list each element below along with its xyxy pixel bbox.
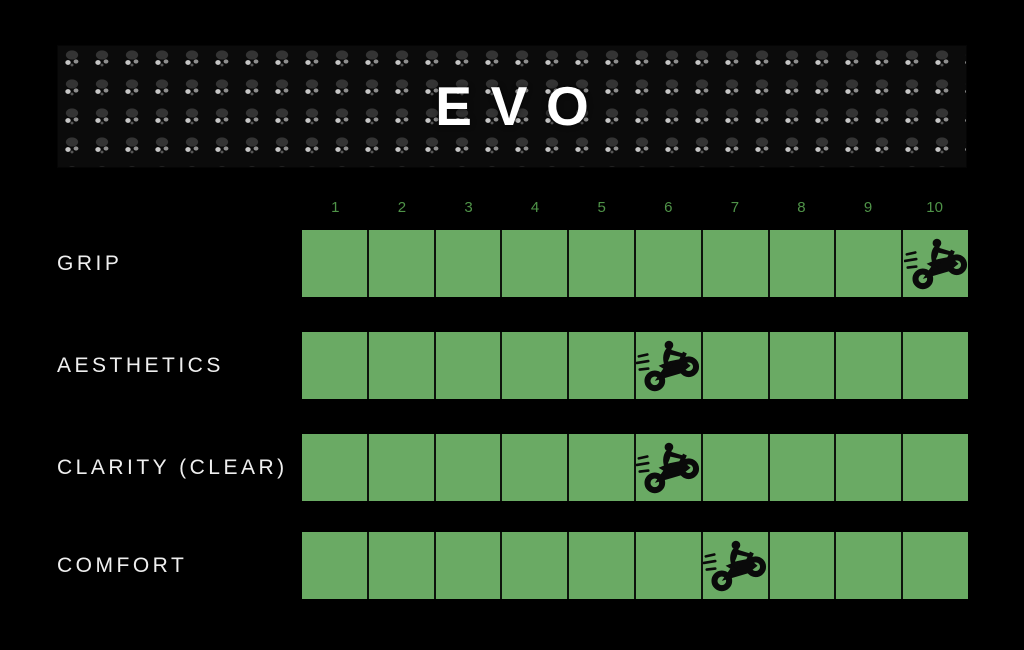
rating-cell: [769, 332, 837, 399]
rating-cell: [368, 532, 436, 599]
category-label: COMFORT: [57, 553, 188, 577]
header-banner: EVO: [57, 45, 967, 168]
rating-cell: [635, 332, 703, 399]
scale-tick: 3: [464, 199, 473, 216]
category-label: AESTHETICS: [57, 353, 224, 377]
rating-bar: [302, 332, 968, 399]
rating-bar: [302, 532, 968, 599]
scale-tick: 7: [730, 199, 740, 216]
rating-cell: [769, 532, 837, 599]
motocross-bike-icon: [636, 442, 700, 493]
rating-cell: [903, 332, 968, 399]
scale-tick: 10: [926, 199, 943, 216]
scale-tick: 5: [597, 199, 606, 216]
rating-cell: [502, 332, 570, 399]
rating-bar: [302, 230, 968, 297]
rating-cell: [769, 230, 837, 297]
rating-cell: [302, 434, 369, 501]
rating-cell: [836, 230, 904, 297]
rating-row: AESTHETICS: [0, 332, 1024, 399]
rating-cell: [569, 230, 636, 297]
rating-cell: [569, 332, 636, 399]
scale-tick: 4: [530, 199, 540, 216]
rating-cell: [569, 434, 636, 501]
rating-cell: [435, 532, 503, 599]
rating-cell: [903, 230, 968, 297]
rating-cell: [702, 332, 770, 399]
rating-cell: [435, 332, 503, 399]
rating-cell: [502, 230, 570, 297]
rating-cell: [702, 434, 770, 501]
rating-cell: [635, 230, 703, 297]
rating-cell: [635, 434, 703, 501]
rating-cell: [435, 434, 503, 501]
rating-cell: [836, 434, 904, 501]
rating-cell: [502, 532, 570, 599]
page-title: EVO: [435, 75, 608, 137]
rating-cell: [569, 532, 636, 599]
rating-cell: [702, 230, 770, 297]
scale-ticks: 1 2 3 4 5 6 7 8 9 10: [302, 196, 968, 220]
scale-tick: 1: [331, 199, 340, 216]
scale-tick: 8: [797, 199, 806, 216]
rating-cell: [836, 532, 904, 599]
category-label: CLARITY (CLEAR): [57, 455, 288, 479]
rating-cell: [435, 230, 503, 297]
rating-cell: [368, 332, 436, 399]
category-label: GRIP: [57, 251, 123, 275]
rating-row: COMFORT: [0, 532, 1024, 599]
motocross-bike-icon: [636, 340, 700, 391]
scale-tick: 9: [863, 199, 873, 216]
rating-cell: [302, 230, 369, 297]
scale-tick: 2: [397, 199, 407, 216]
rating-cell: [903, 532, 968, 599]
rating-cell: [368, 230, 436, 297]
rating-cell: [302, 532, 369, 599]
rating-cell: [502, 434, 570, 501]
rating-cell: [836, 332, 904, 399]
rating-bar: [302, 434, 968, 501]
rating-cell: [702, 532, 770, 599]
rating-cell: [368, 434, 436, 501]
rating-cell: [769, 434, 837, 501]
scale-tick: 6: [664, 199, 673, 216]
motocross-bike-icon: [703, 540, 767, 591]
rating-cell: [635, 532, 703, 599]
rating-cell: [903, 434, 968, 501]
rating-row: GRIP: [0, 230, 1024, 297]
rating-row: CLARITY (CLEAR): [0, 434, 1024, 501]
rating-cell: [302, 332, 369, 399]
motocross-bike-icon: [903, 238, 967, 289]
